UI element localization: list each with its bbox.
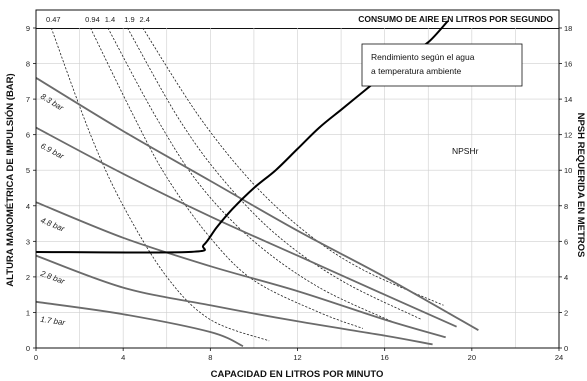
y2-tick-label: 4 (564, 273, 568, 282)
y-tick-label: 8 (26, 60, 30, 69)
y-tick-label: 2 (26, 273, 30, 282)
x-tick-label: 12 (293, 353, 301, 362)
air-consumption-label: 0.94 (85, 15, 100, 24)
air-consumption-labels: 0.47 0.94 1.4 1.9 2.4 (46, 15, 150, 24)
y-tick-labels: 0 1 2 3 4 5 6 7 8 9 (26, 24, 36, 353)
y2-tick-label: 12 (564, 131, 572, 140)
y-tick-label: 9 (26, 24, 30, 33)
npshr-label: NPSHr (452, 146, 479, 156)
y-tick-label: 3 (26, 237, 30, 246)
y2-tick-label: 6 (564, 237, 568, 246)
pressure-curve-label: 1.7 bar (40, 315, 66, 327)
y2-tick-label: 18 (564, 24, 572, 33)
pressure-curve (35, 77, 479, 331)
note-box (361, 43, 523, 87)
pressure-curve (35, 201, 446, 339)
air-consumption-curves (50, 27, 444, 342)
y-tick-label: 7 (26, 95, 30, 104)
y2-tick-label: 2 (564, 308, 568, 317)
y2-axis-title: NPSH REQUERIDA EN METROS (575, 113, 586, 258)
x-tick-labels: 0 4 8 12 16 20 24 (34, 348, 563, 362)
y2-tick-label: 8 (564, 202, 568, 211)
air-consumption-line (90, 27, 364, 329)
x-tick-label: 8 (208, 353, 212, 362)
pressure-curve (35, 300, 244, 348)
air-consumption-label: 1.4 (105, 15, 115, 24)
note-line-2: a temperatura ambiente (371, 66, 462, 76)
x-tick-label: 20 (468, 353, 476, 362)
note-line-1: Rendimiento según el agua (371, 52, 475, 62)
y-tick-label: 5 (26, 166, 30, 175)
y-tick-label: 6 (26, 131, 30, 140)
pressure-curve-label: 8.3 bar (39, 92, 65, 113)
pressure-curve (35, 254, 433, 346)
y2-tick-label: 10 (564, 166, 572, 175)
pressure-curve-label: 6.9 bar (39, 141, 66, 161)
x-tick-label: 16 (380, 353, 388, 362)
pressure-curve (35, 126, 457, 328)
x-tick-label: 0 (34, 353, 38, 362)
pressure-curve-label: 2.8 bar (38, 269, 66, 287)
air-consumption-label: 2.4 (140, 15, 150, 24)
y-tick-label: 0 (26, 344, 30, 353)
y-axis-title: ALTURA MANOMÉTRICA DE IMPULSIÓN (BAR) (4, 73, 16, 286)
x-axis-title: CAPACIDAD EN LITROS POR MINUTO (211, 369, 384, 380)
y-tick-label: 4 (26, 202, 30, 211)
air-consumption-label: 0.47 (46, 15, 61, 24)
y2-tick-label: 0 (564, 344, 568, 353)
air-consumption-line (127, 27, 422, 320)
air-consumption-line (50, 27, 270, 342)
x-tick-label: 4 (121, 353, 125, 362)
chart-title: CONSUMO DE AIRE EN LITROS POR SEGUNDO (358, 14, 553, 24)
air-consumption-label: 1.9 (124, 15, 134, 24)
x-tick-label: 24 (555, 353, 563, 362)
pressure-curves: 8.3 bar 6.9 bar 4.8 bar 2.8 bar 1.7 bar (35, 77, 479, 348)
y2-tick-labels: 0 2 4 6 8 10 12 14 16 18 (559, 24, 572, 353)
y2-tick-label: 16 (564, 60, 572, 69)
pressure-curve-label: 4.8 bar (39, 216, 66, 234)
y2-tick-label: 14 (564, 95, 572, 104)
y-tick-label: 1 (26, 308, 30, 317)
air-consumption-line (142, 27, 444, 306)
